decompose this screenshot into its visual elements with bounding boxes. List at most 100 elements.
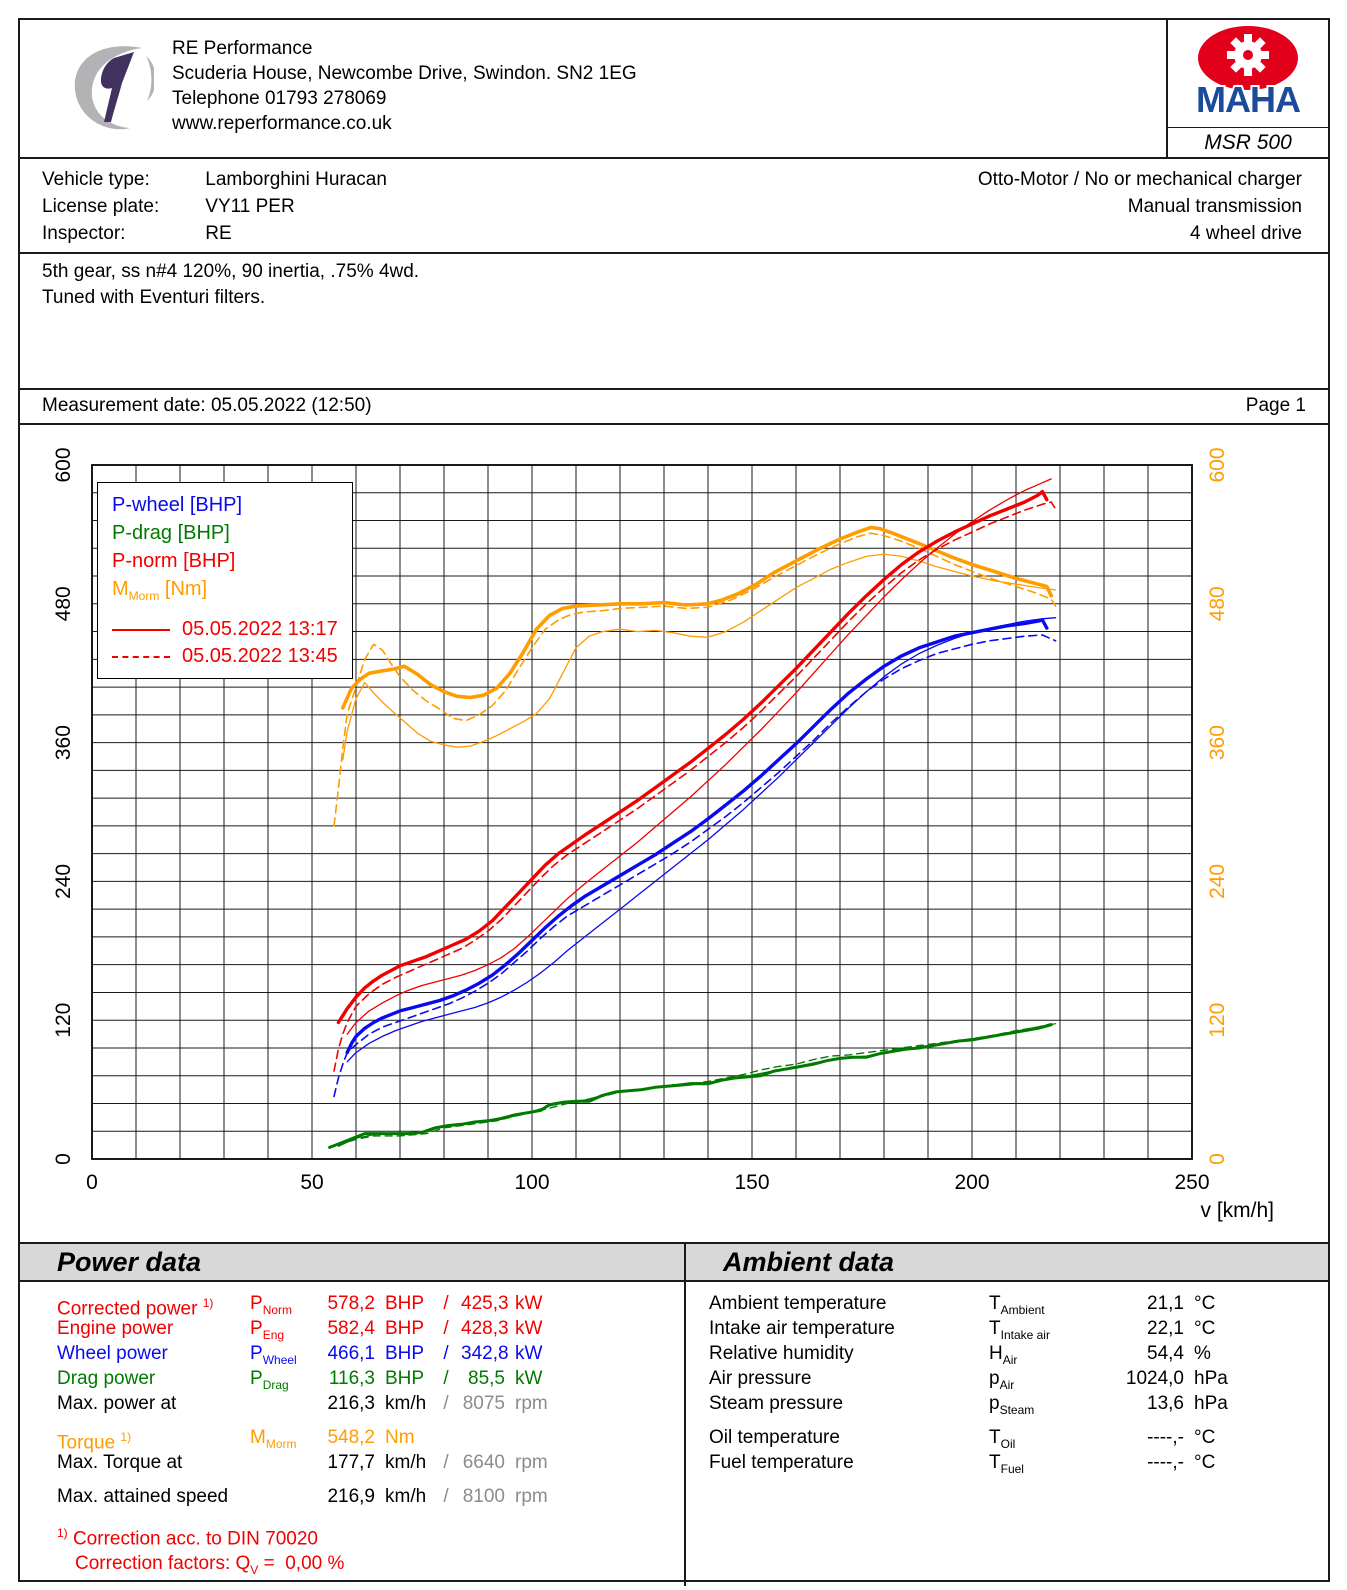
ambient-data-column: Ambient data Ambient temperature TAmbien…: [684, 1244, 1328, 1586]
svg-text:480: 480: [1206, 586, 1229, 621]
vehicle-type-value: Lamborghini Huracan: [205, 169, 387, 190]
svg-text:0: 0: [52, 1153, 75, 1165]
svg-text:200: 200: [954, 1171, 989, 1194]
row-value-1: 548,2: [327, 1427, 375, 1448]
row-unit: hPa: [1194, 1368, 1228, 1389]
footnote-line-1: 1) Correction acc. to DIN 70020: [57, 1526, 318, 1550]
svg-text:100: 100: [514, 1171, 549, 1194]
inspector-row: Inspector: RE: [42, 222, 232, 246]
max-power-row: Max. power at 216,3 km/h / 8075 rpm: [57, 1391, 684, 1416]
air-pressure-row: Air pressure pAir 1024,0 hPa: [709, 1366, 1328, 1392]
row-value-2: 342,8: [461, 1343, 509, 1364]
oil-temperature-row: Oil temperature TOil ----,- °C: [709, 1425, 1328, 1451]
row-value-2: 85,5: [468, 1368, 505, 1389]
ambient-data-header: Ambient data: [686, 1244, 1328, 1282]
legend-p-norm: P-norm [BHP]: [112, 550, 236, 572]
license-plate-value: VY11 PER: [205, 196, 295, 217]
svg-text:v [km/h]: v [km/h]: [1200, 1199, 1274, 1222]
row-symbol: TAmbient: [989, 1293, 1045, 1317]
company-header: RE Performance Scuderia House, Newcombe …: [20, 20, 1166, 157]
run-2-date: 05.05.2022 13:45: [182, 645, 338, 667]
row-separator: /: [443, 1343, 449, 1364]
row-symbol: PWheel: [250, 1343, 297, 1367]
row-value-1: 582,4: [327, 1318, 375, 1339]
row-value: 54,4: [1147, 1343, 1184, 1364]
row-unit: hPa: [1194, 1393, 1228, 1414]
fuel-temperature-row: Fuel temperature TFuel ----,- °C: [709, 1450, 1328, 1476]
row-symbol: [250, 1391, 320, 1416]
svg-text:600: 600: [1206, 447, 1229, 482]
row-value: 1024,0: [1125, 1368, 1184, 1389]
max-speed-row: Max. attained speed 216,9 km/h / 8100 rp…: [57, 1484, 684, 1509]
company-info: RE Performance Scuderia House, Newcombe …: [172, 36, 637, 136]
row-label: Torque 1): [57, 1430, 132, 1454]
legend-runs: 05.05.2022 13:17 05.05.2022 13:45: [112, 616, 352, 670]
measurement-date-text: Measurement date: 05.05.2022 (12:50): [42, 395, 372, 416]
steam-pressure-row: Steam pressure pSteam 13,6 hPa: [709, 1391, 1328, 1417]
row-value-2: 8100: [462, 1486, 505, 1507]
torque-row: Torque 1) MMorm 548,2 Nm: [57, 1425, 684, 1453]
device-model: MSR 500: [1168, 127, 1328, 155]
row-value: 22,1: [1147, 1318, 1184, 1339]
row-unit-2: kW: [515, 1318, 543, 1339]
comment-line-2: Tuned with Eventuri filters.: [42, 287, 266, 308]
row-unit: °C: [1194, 1318, 1216, 1339]
wheel-power-row: Wheel power PWheel 466,1 BHP / 342,8 kW: [57, 1341, 684, 1367]
row-label: Corrected power 1): [57, 1296, 214, 1320]
row-value-1: 216,9: [327, 1486, 375, 1507]
engine-power-row: Engine power PEng 582,4 BHP / 428,3 kW: [57, 1316, 684, 1342]
row-symbol: PEng: [250, 1318, 285, 1342]
row-label: Fuel temperature: [709, 1452, 854, 1473]
row-value-1: 116,3: [328, 1368, 375, 1389]
svg-text:250: 250: [1174, 1171, 1209, 1194]
svg-text:50: 50: [300, 1171, 323, 1194]
row-separator: /: [443, 1393, 449, 1414]
report-header: RE Performance Scuderia House, Newcombe …: [20, 20, 1328, 157]
row-value-1: 466,1: [327, 1343, 375, 1364]
power-data-column: Power data Corrected power 1) PNorm 578,…: [20, 1244, 684, 1586]
drag-power-row: Drag power PDrag 116,3 BHP / 85,5 kW: [57, 1366, 684, 1392]
row-unit-2: rpm: [515, 1452, 548, 1473]
chart-legend: P-wheel [BHP] P-drag [BHP] P-norm [BHP] …: [97, 482, 353, 679]
row-separator: /: [443, 1318, 449, 1339]
power-data-rows: Corrected power 1) PNorm 578,2 BHP / 425…: [20, 1282, 684, 1583]
row-unit-1: km/h: [385, 1393, 427, 1414]
dashed-line-swatch-icon: [112, 655, 170, 658]
svg-text:120: 120: [52, 1003, 75, 1038]
row-label: Air pressure: [709, 1368, 812, 1389]
svg-text:360: 360: [52, 725, 75, 760]
license-plate-label: License plate:: [42, 196, 160, 217]
row-symbol: TIntake air: [989, 1318, 1050, 1342]
company-website: www.reperformance.co.uk: [172, 113, 392, 134]
row-symbol: TOil: [989, 1427, 1016, 1451]
row-symbol: [250, 1450, 320, 1475]
row-value: ----,-: [1147, 1427, 1184, 1448]
company-phone: Telephone 01793 278069: [172, 88, 387, 109]
transmission-text: Manual transmission: [1127, 196, 1302, 217]
license-plate-row: License plate: VY11 PER: [42, 195, 295, 219]
row-separator: /: [443, 1452, 449, 1473]
svg-text:0: 0: [86, 1171, 98, 1194]
maha-brand-text: MAHA: [1196, 79, 1301, 120]
vehicle-type-row: Vehicle type: Lamborghini Huracan: [42, 168, 387, 192]
row-unit-2: kW: [515, 1343, 543, 1364]
row-symbol: PNorm: [250, 1293, 293, 1317]
run-1-date: 05.05.2022 13:17: [182, 618, 338, 640]
chart-section: 0 50 100 150 200 250 v [km/h] 0 0 120 120 240 240 360…: [20, 425, 1328, 1242]
data-tables-section: Power data Corrected power 1) PNorm 578,…: [20, 1242, 1328, 1586]
row-value-1: 216,3: [327, 1393, 375, 1414]
row-label: Max. Torque at: [57, 1452, 183, 1473]
row-symbol: pAir: [989, 1368, 1015, 1392]
row-unit-1: Nm: [385, 1427, 415, 1448]
row-value-2: 8075: [462, 1393, 505, 1414]
row-label: Drag power: [57, 1368, 156, 1389]
row-symbol: MMorm: [250, 1427, 297, 1451]
row-value: 13,6: [1147, 1393, 1184, 1414]
row-unit-2: kW: [515, 1368, 543, 1389]
row-value-2: 428,3: [461, 1318, 509, 1339]
row-label: Ambient temperature: [709, 1293, 887, 1314]
row-symbol: PDrag: [250, 1368, 289, 1392]
relative-humidity-row: Relative humidity HAir 54,4 %: [709, 1341, 1328, 1367]
svg-text:360: 360: [1206, 725, 1229, 760]
